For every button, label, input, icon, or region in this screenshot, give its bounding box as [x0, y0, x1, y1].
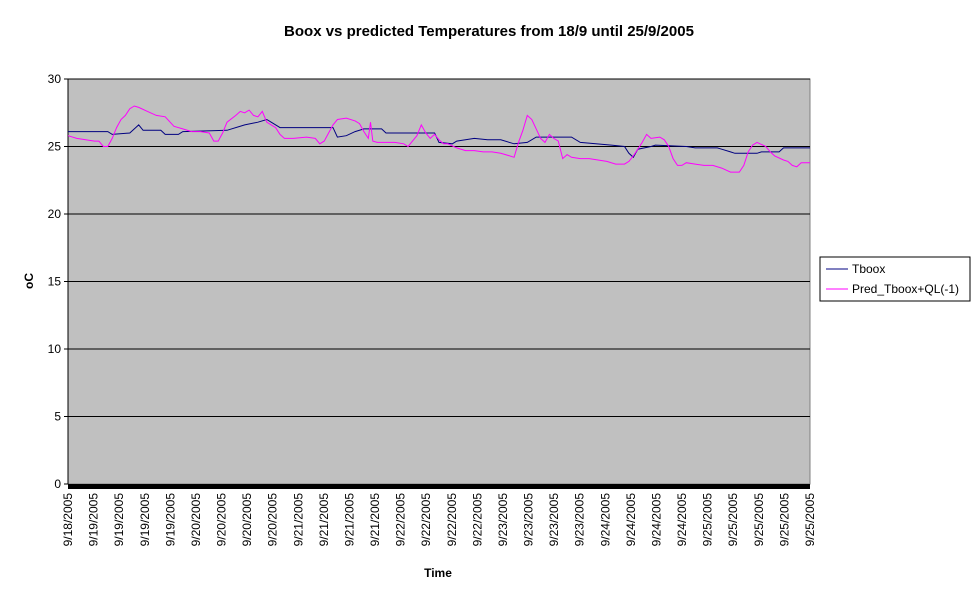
x-tick-label: 9/24/2005	[624, 493, 638, 547]
x-tick-label: 9/24/2005	[649, 493, 663, 547]
x-tick-label: 9/22/2005	[470, 493, 484, 547]
x-tick-label: 9/22/2005	[445, 493, 459, 547]
x-tick-label: 9/25/2005	[752, 493, 766, 547]
x-tick-label: 9/22/2005	[394, 493, 408, 547]
x-tick-label: 9/23/2005	[573, 493, 587, 547]
x-tick-label: 9/22/2005	[419, 493, 433, 547]
x-tick-label: 9/19/2005	[87, 493, 101, 547]
x-tick-label: 9/25/2005	[803, 493, 817, 547]
y-axis-title: oC	[22, 273, 36, 289]
x-tick-label: 9/21/2005	[317, 493, 331, 547]
x-tick-label: 9/23/2005	[522, 493, 536, 547]
y-tick-label: 15	[48, 275, 62, 289]
plot-area: 0 5 10 15 20 25 30 9/18/2005 9/19/2005 9/19/2005 9…	[48, 72, 817, 546]
x-tick-label: 9/19/2005	[163, 493, 177, 547]
x-tick-label: 9/21/2005	[342, 493, 356, 547]
y-tick-label: 5	[54, 410, 61, 424]
legend-box	[819, 256, 971, 302]
x-tick-label: 9/20/2005	[215, 493, 229, 547]
x-axis-line	[68, 484, 810, 489]
y-tick-label: 25	[48, 140, 62, 154]
legend-label-1: Tboox	[852, 262, 885, 276]
series-line-1	[68, 118, 810, 159]
x-axis-title: Time	[424, 566, 452, 580]
x-tick-label: 9/20/2005	[240, 493, 254, 547]
x-tick-label: 9/24/2005	[598, 493, 612, 547]
legend: Tboox Pred_Tboox+QL(-1)	[819, 256, 971, 302]
x-tick-label: 9/23/2005	[547, 493, 561, 547]
x-tick-label: 9/20/2005	[266, 493, 280, 547]
x-tick-label: 9/20/2005	[189, 493, 203, 547]
y-tick-label: 0	[54, 477, 61, 491]
x-tick-label: 9/23/2005	[496, 493, 510, 547]
legend-label-2: Pred_Tboox+QL(-1)	[852, 282, 959, 296]
x-tick-label: 9/25/2005	[777, 493, 791, 547]
x-tick-label: 9/21/2005	[368, 493, 382, 547]
x-tick-label: 9/19/2005	[112, 493, 126, 547]
x-tick-label: 9/19/2005	[138, 493, 152, 547]
x-tick-label: 9/24/2005	[675, 493, 689, 547]
chart-title: Boox vs predicted Temperatures from 18/9…	[284, 23, 694, 40]
x-tick-label: 9/18/2005	[61, 493, 75, 547]
y-tick-label: 20	[48, 207, 62, 221]
x-tick-label: 9/21/2005	[291, 493, 305, 547]
series-line-2	[67, 105, 810, 173]
y-tick-label: 10	[48, 342, 62, 356]
y-tick-label: 30	[48, 72, 62, 86]
x-tick-label: 9/25/2005	[701, 493, 715, 547]
x-tick-label: 9/25/2005	[726, 493, 740, 547]
